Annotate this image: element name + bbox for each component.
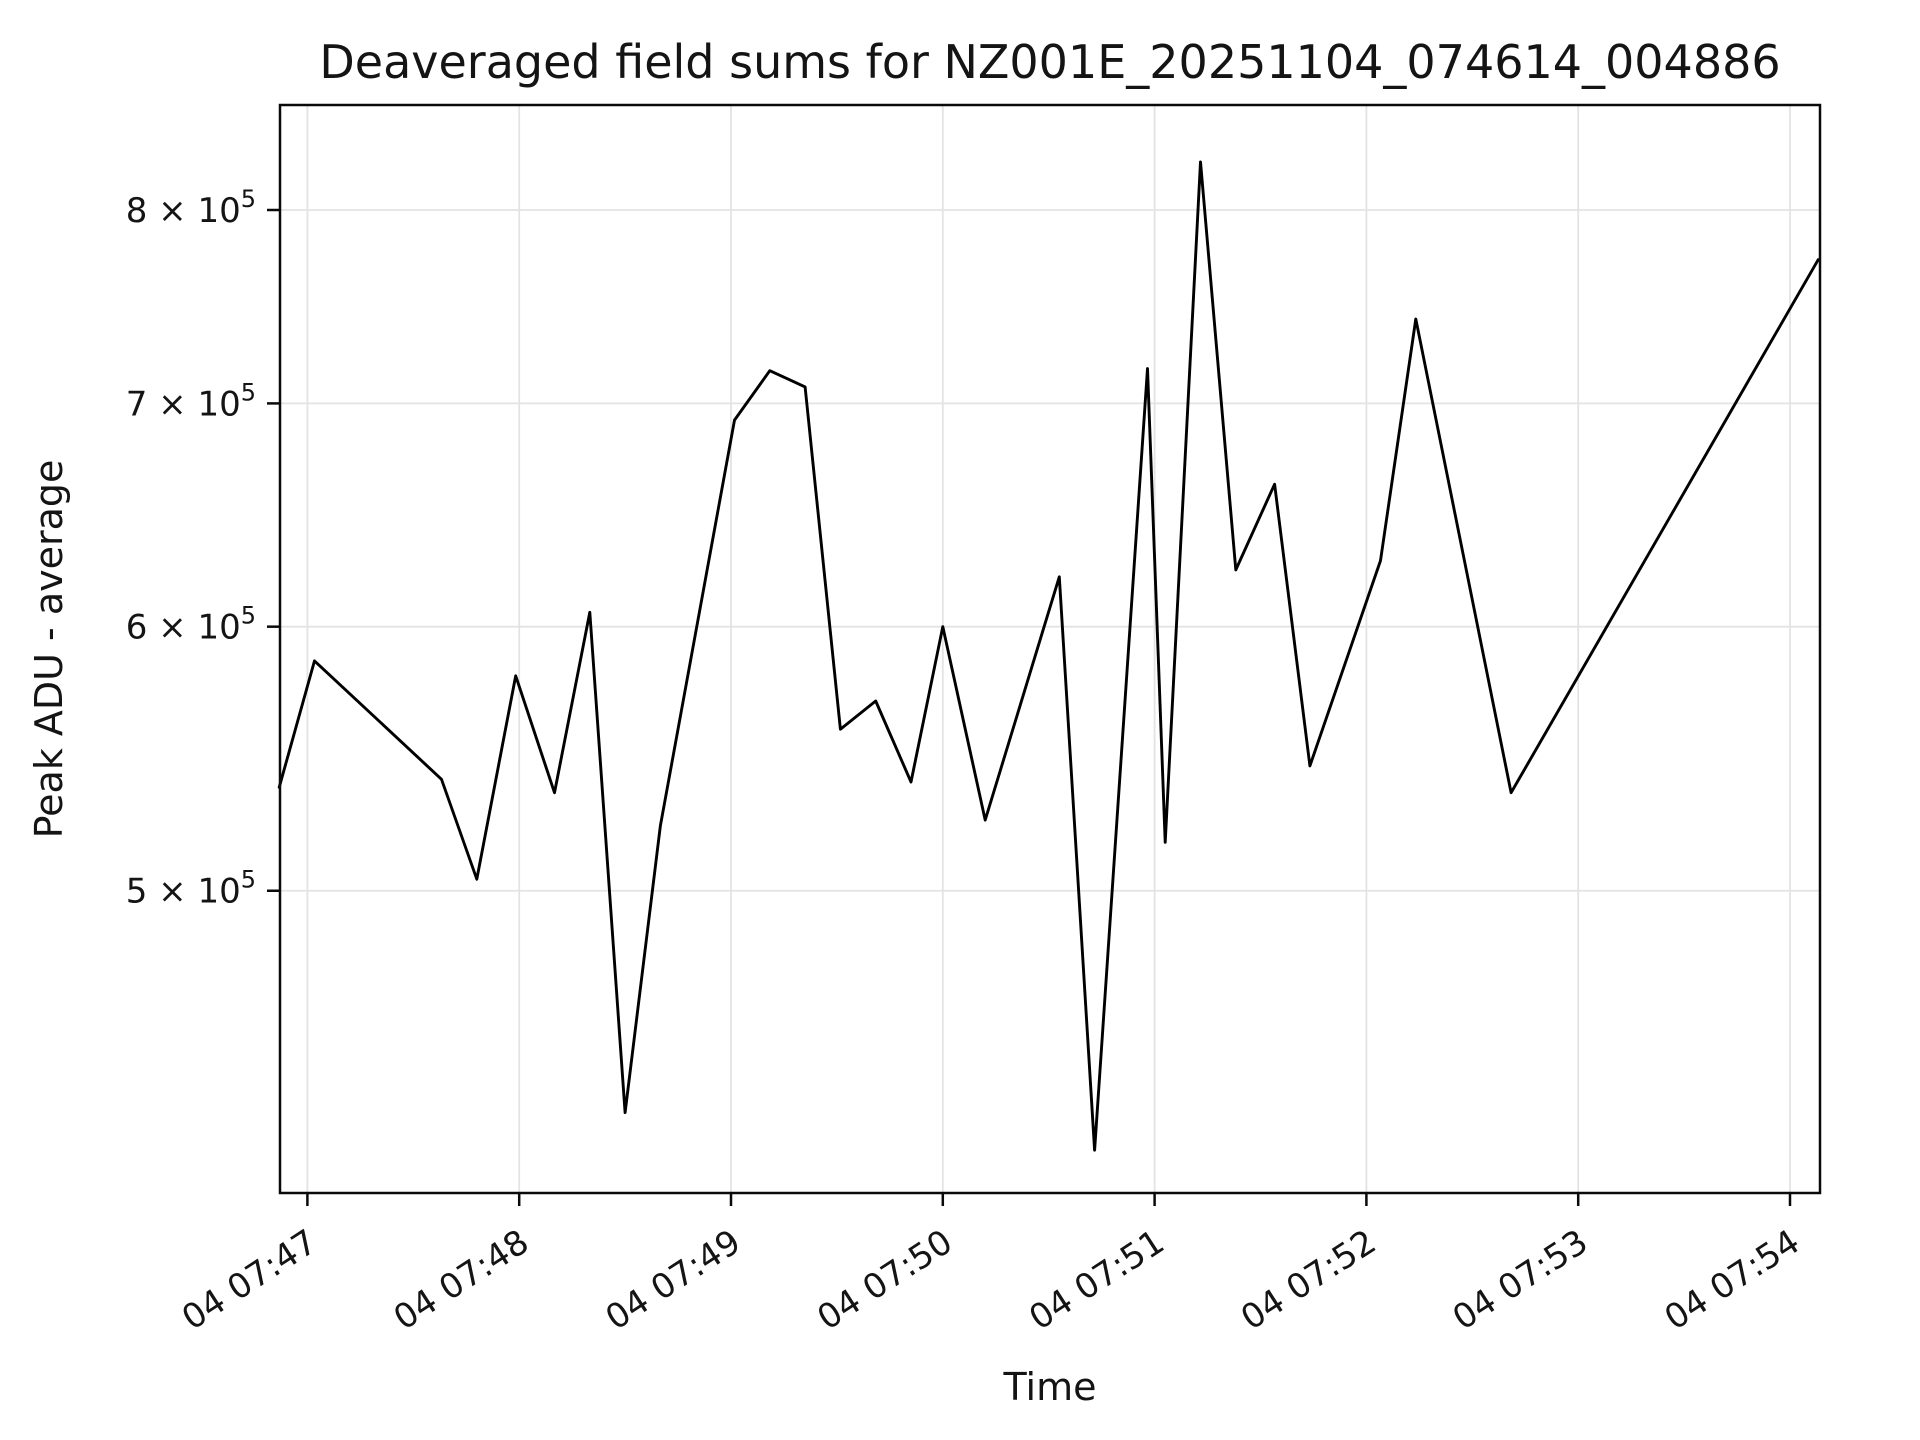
y-tick-label: 5 × 105: [126, 866, 256, 912]
x-axis-label: Time: [1003, 1365, 1097, 1409]
y-axis-label: Peak ADU - average: [27, 460, 71, 839]
y-tick-label: 8 × 105: [126, 185, 256, 231]
x-tick-label: 04 07:52: [1234, 1222, 1383, 1338]
y-tick-labels: 8 × 105 7 × 105 6 × 105 5 × 105: [126, 185, 256, 912]
x-tick-label: 04 07:48: [387, 1222, 536, 1338]
y-tick-label: 7 × 105: [126, 378, 256, 424]
x-tick-label: 04 07:50: [810, 1222, 959, 1338]
x-tick-labels: 04 07:47 04 07:48 04 07:49 04 07:50 04 07:51…: [175, 1222, 1807, 1338]
chart-title: Deaveraged field sums for NZ001E_2025110…: [319, 35, 1780, 89]
axis-ticks: [267, 208, 1792, 1206]
y-tick-label: 6 × 105: [126, 602, 256, 648]
x-tick-label: 04 07:49: [599, 1222, 748, 1338]
plot-area: [280, 105, 1820, 1193]
data-line: [277, 160, 1820, 1152]
x-tick-label: 04 07:53: [1446, 1222, 1595, 1338]
gridlines: [280, 105, 1820, 1193]
data-series: [277, 160, 1820, 1152]
x-tick-label: 04 07:47: [175, 1222, 324, 1338]
axes-spines: [278, 103, 1822, 1195]
x-tick-label: 04 07:54: [1658, 1222, 1807, 1338]
x-tick-label: 04 07:51: [1022, 1222, 1171, 1338]
